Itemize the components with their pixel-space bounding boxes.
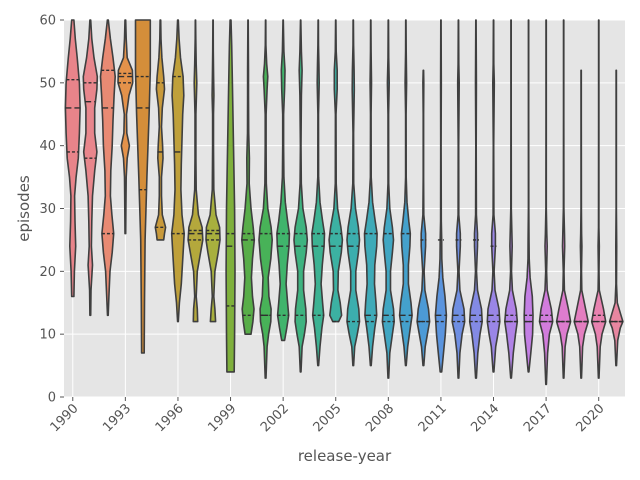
y-tick-label: 0 [48, 391, 56, 406]
violin-2005 [328, 19, 344, 323]
violin-2002 [276, 19, 291, 342]
x-tick-label: 1999 [205, 401, 239, 435]
violin-1998 [205, 19, 221, 323]
violins-group [64, 19, 624, 386]
y-tick-label: 10 [39, 328, 56, 343]
violin-body-2020 [590, 19, 607, 379]
violin-body-2004 [311, 19, 326, 367]
x-tick-label: 1990 [48, 401, 82, 435]
y-axis: 0 10 20 30 40 50 60 [39, 14, 64, 406]
violin-body-2000 [241, 19, 256, 335]
violin-body-2007 [363, 19, 378, 367]
violin-body-2014 [486, 19, 501, 373]
x-tick-label: 2005 [311, 401, 345, 435]
y-tick-label: 60 [39, 14, 56, 29]
violin-body-2021 [608, 69, 624, 367]
violin-2006 [346, 19, 361, 367]
violin-2003 [293, 19, 309, 373]
y-tick-label: 50 [39, 76, 56, 91]
violin-2009 [398, 19, 413, 367]
violin-body-2009 [398, 19, 413, 367]
violin-body-2018 [555, 19, 572, 379]
violin-2011 [434, 19, 448, 373]
violin-body-1997 [187, 19, 204, 323]
x-tick-label: 2017 [521, 401, 555, 435]
violin-body-2001 [258, 19, 273, 379]
x-tick-label: 2002 [258, 401, 292, 435]
violin-2016 [523, 19, 534, 373]
violin-body-1991 [82, 19, 99, 317]
x-axis: 1990 1993 1996 1999 2002 2005 2008 2011 2014 2017… [48, 397, 608, 435]
violin-body-1994 [134, 19, 152, 354]
y-tick-label: 30 [39, 202, 56, 217]
y-tick-label: 40 [39, 139, 56, 154]
violin-2010 [416, 69, 431, 367]
violin-2020 [590, 19, 607, 379]
violin-2001 [258, 19, 273, 379]
violin-body-1995 [154, 19, 167, 241]
violin-1995 [154, 19, 167, 241]
violin-2018 [555, 19, 572, 379]
violin-body-2002 [276, 19, 291, 342]
violin-1991 [82, 19, 99, 317]
violin-body-1990 [64, 19, 81, 298]
violin-body-2010 [416, 69, 431, 367]
violin-1996 [170, 19, 185, 323]
violin-body-1998 [205, 19, 221, 323]
violin-1997 [187, 19, 204, 323]
violin-body-2003 [293, 19, 309, 373]
violin-2017 [538, 19, 554, 386]
violin-2021 [608, 69, 624, 367]
x-tick-label: 2008 [363, 401, 397, 435]
violin-1999 [225, 19, 236, 373]
violin-body-2006 [346, 19, 361, 367]
violin-body-1996 [170, 19, 185, 323]
y-axis-label: episodes [15, 175, 33, 242]
x-tick-label: 2020 [574, 401, 608, 435]
x-axis-label: release-year [298, 447, 392, 465]
y-tick-label: 20 [39, 265, 56, 280]
violin-body-1992 [99, 19, 116, 317]
violin-2008 [381, 19, 395, 379]
violin-2019 [573, 69, 589, 379]
violin-2014 [486, 19, 501, 373]
violin-body-2013 [468, 19, 483, 379]
violin-2013 [468, 19, 483, 379]
violin-2012 [451, 19, 466, 379]
x-tick-label: 2011 [416, 401, 450, 435]
x-tick-label: 2014 [468, 401, 502, 435]
violin-1994 [134, 19, 152, 354]
violin-body-2012 [451, 19, 466, 379]
violin-2000 [241, 19, 256, 335]
x-tick-label: 1996 [153, 401, 187, 435]
violin-body-2008 [381, 19, 395, 379]
violin-2007 [363, 19, 378, 367]
violin-1993 [117, 19, 134, 235]
violin-1992 [99, 19, 116, 317]
violin-2004 [311, 19, 326, 367]
violin-body-1999 [225, 19, 236, 373]
violin-2015 [504, 19, 519, 379]
x-tick-label: 1993 [100, 401, 134, 435]
violin-1990 [64, 19, 81, 298]
